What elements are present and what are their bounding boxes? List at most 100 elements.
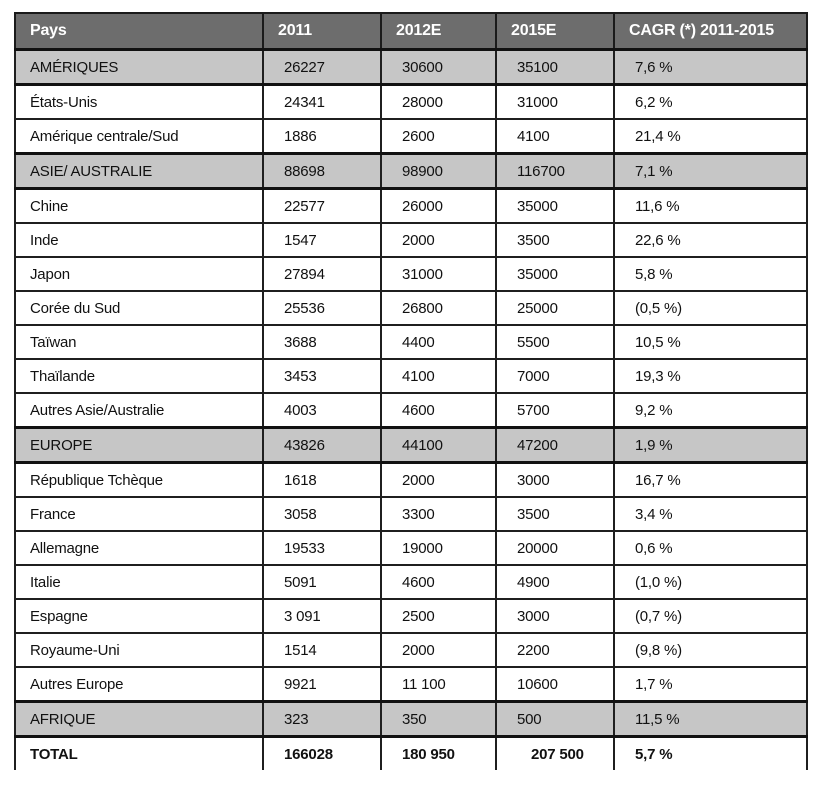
row-value: 19000	[380, 530, 497, 566]
row-value: 7,1 %	[613, 152, 808, 190]
column-header-2012e: 2012E	[380, 12, 497, 51]
row-value: 30600	[380, 48, 497, 86]
row-label: Corée du Sud	[14, 290, 264, 326]
row-value: 5500	[495, 324, 615, 360]
table-row: Espagne 3 091 2500 3000 (0,7 %)	[14, 598, 808, 634]
row-value: 21,4 %	[613, 118, 808, 155]
row-value: 166028	[262, 735, 382, 770]
table-row: Amérique centrale/Sud 1886 2600 4100 21,4 %	[14, 118, 808, 155]
row-value: 44100	[380, 426, 497, 464]
row-value: 2000	[380, 222, 497, 258]
row-label: Chine	[14, 187, 264, 224]
row-value: (0,5 %)	[613, 290, 808, 326]
column-header-pays: Pays	[14, 12, 264, 51]
row-value: 22,6 %	[613, 222, 808, 258]
row-value: 2500	[380, 598, 497, 634]
row-value: 19533	[262, 530, 382, 566]
row-label: Amérique centrale/Sud	[14, 118, 264, 155]
row-value: 7000	[495, 358, 615, 394]
row-value: 4100	[495, 118, 615, 155]
row-label: République Tchèque	[14, 461, 264, 498]
row-value: 11,6 %	[613, 187, 808, 224]
row-label: Inde	[14, 222, 264, 258]
row-value: 3000	[495, 598, 615, 634]
row-value: 3500	[495, 496, 615, 532]
table-row: Inde 1547 2000 3500 22,6 %	[14, 222, 808, 258]
row-value: 22577	[262, 187, 382, 224]
row-label: Thaïlande	[14, 358, 264, 394]
column-header-cagr: CAGR (*) 2011-2015	[613, 12, 808, 51]
row-value: 35000	[495, 187, 615, 224]
row-value: 2000	[380, 461, 497, 498]
row-value: 6,2 %	[613, 83, 808, 120]
row-value: 3500	[495, 222, 615, 258]
row-value: 4600	[380, 392, 497, 429]
row-value: 31000	[380, 256, 497, 292]
table-row: États-Unis 24341 28000 31000 6,2 %	[14, 83, 808, 120]
table-body: AMÉRIQUES 26227 30600 35100 7,6 % États-Unis 2…	[14, 48, 808, 770]
row-value: 98900	[380, 152, 497, 190]
country-forecast-table: Pays 2011 2012E 2015E CAGR (*) 2011-2015…	[14, 12, 808, 770]
row-value: 180 950	[380, 735, 497, 770]
row-value: 5,8 %	[613, 256, 808, 292]
column-header-2011: 2011	[262, 12, 382, 51]
row-label: Autres Europe	[14, 666, 264, 703]
table-row: AFRIQUE 323 350 500 11,5 %	[14, 700, 808, 738]
row-label: Allemagne	[14, 530, 264, 566]
row-value: 3 091	[262, 598, 382, 634]
row-value: 26800	[380, 290, 497, 326]
row-value: 1618	[262, 461, 382, 498]
row-label: France	[14, 496, 264, 532]
row-value: 1886	[262, 118, 382, 155]
row-label: ASIE/ AUSTRALIE	[14, 152, 264, 190]
table-row: Taïwan 3688 4400 5500 10,5 %	[14, 324, 808, 360]
row-label: Italie	[14, 564, 264, 600]
table-row: TOTAL 166028 180 950 207 500 5,7 %	[14, 735, 808, 770]
row-value: 3,4 %	[613, 496, 808, 532]
row-label: Taïwan	[14, 324, 264, 360]
row-value: 7,6 %	[613, 48, 808, 86]
table-row: EUROPE 43826 44100 47200 1,9 %	[14, 426, 808, 464]
table-row: Autres Asie/Australie 4003 4600 5700 9,2 %	[14, 392, 808, 429]
table-row: ASIE/ AUSTRALIE 88698 98900 116700 7,1 %	[14, 152, 808, 190]
row-value: 4900	[495, 564, 615, 600]
row-value: 1,9 %	[613, 426, 808, 464]
row-value: 31000	[495, 83, 615, 120]
row-label: Royaume-Uni	[14, 632, 264, 668]
row-value: 19,3 %	[613, 358, 808, 394]
row-value: 350	[380, 700, 497, 738]
row-label: AFRIQUE	[14, 700, 264, 738]
table-row: Japon 27894 31000 35000 5,8 %	[14, 256, 808, 292]
row-label: Japon	[14, 256, 264, 292]
country-forecast-table-container: Pays 2011 2012E 2015E CAGR (*) 2011-2015…	[14, 12, 808, 770]
table-header: Pays 2011 2012E 2015E CAGR (*) 2011-2015	[14, 12, 808, 51]
row-value: 5,7 %	[613, 735, 808, 770]
row-value: (9,8 %)	[613, 632, 808, 668]
row-value: 25536	[262, 290, 382, 326]
row-label: EUROPE	[14, 426, 264, 464]
row-value: 35100	[495, 48, 615, 86]
row-value: 1547	[262, 222, 382, 258]
row-value: 4600	[380, 564, 497, 600]
row-value: 2600	[380, 118, 497, 155]
row-value: 0,6 %	[613, 530, 808, 566]
table-row: Royaume-Uni 1514 2000 2200 (9,8 %)	[14, 632, 808, 668]
table-row: AMÉRIQUES 26227 30600 35100 7,6 %	[14, 48, 808, 86]
row-value: 207 500	[495, 735, 615, 770]
row-value: 26000	[380, 187, 497, 224]
column-header-2015e: 2015E	[495, 12, 615, 51]
row-value: 9921	[262, 666, 382, 703]
row-value: 47200	[495, 426, 615, 464]
row-label: Espagne	[14, 598, 264, 634]
header-row: Pays 2011 2012E 2015E CAGR (*) 2011-2015	[14, 12, 808, 51]
table-row: Italie 5091 4600 4900 (1,0 %)	[14, 564, 808, 600]
row-value: 25000	[495, 290, 615, 326]
row-value: 20000	[495, 530, 615, 566]
table-row: Thaïlande 3453 4100 7000 19,3 %	[14, 358, 808, 394]
row-value: 2000	[380, 632, 497, 668]
row-value: 9,2 %	[613, 392, 808, 429]
row-value: 43826	[262, 426, 382, 464]
row-value: 4003	[262, 392, 382, 429]
row-value: 1,7 %	[613, 666, 808, 703]
row-value: 35000	[495, 256, 615, 292]
